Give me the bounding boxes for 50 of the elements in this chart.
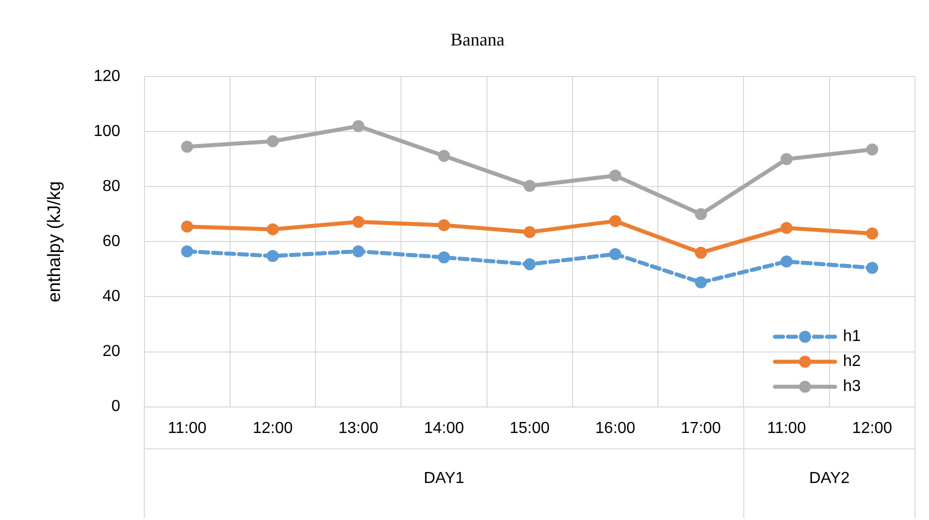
x-tick-label: 12:00 [252, 420, 293, 437]
point [694, 246, 707, 259]
point [352, 216, 364, 228]
y-axis-title: enthalpy (kJ/kg [44, 181, 64, 302]
x-tick-label: 16:00 [595, 420, 636, 437]
point [694, 208, 707, 220]
point [866, 144, 878, 156]
legend-label: h3 [843, 378, 861, 396]
point [780, 153, 793, 166]
y-tick-label: 0 [111, 398, 120, 416]
x-tick-label: 15:00 [510, 420, 550, 437]
point [266, 223, 279, 236]
point [181, 245, 194, 258]
text: DAY2 [809, 470, 850, 488]
y-tick-label: 20 [102, 343, 120, 360]
legend-label: h1 [843, 328, 861, 346]
y-tick-label: 120 [94, 68, 120, 86]
legend-label: h2 [843, 353, 861, 370]
point [609, 248, 622, 260]
point [438, 219, 450, 232]
y-tick-label: 100 [94, 123, 120, 140]
point [352, 245, 364, 258]
point [780, 256, 793, 268]
point [524, 226, 536, 238]
point [181, 220, 194, 233]
x-tick-label: 11:00 [168, 420, 207, 437]
point [181, 140, 194, 153]
x-tick-label: 13:00 [338, 420, 378, 437]
point [438, 251, 450, 264]
y-tick-label: 60 [102, 233, 120, 250]
point [694, 276, 707, 288]
point [780, 222, 793, 234]
point [266, 135, 279, 148]
x-tick-label: 11:00 [767, 420, 806, 437]
x-tick-label: 17:00 [680, 420, 722, 437]
point [352, 120, 364, 132]
text: DAY1 [424, 470, 464, 488]
y-tick-label: 80 [102, 178, 120, 196]
point [866, 227, 878, 240]
point [866, 262, 878, 274]
chart-title: Banana [450, 30, 504, 50]
y-tick-label: 40 [102, 288, 120, 306]
point [609, 170, 622, 182]
point [524, 180, 536, 192]
x-tick-label: 12:00 [852, 420, 892, 437]
point [524, 258, 536, 270]
point [609, 215, 622, 228]
x-tick-label: 14:00 [424, 420, 464, 437]
point [266, 250, 279, 262]
point [438, 150, 450, 162]
